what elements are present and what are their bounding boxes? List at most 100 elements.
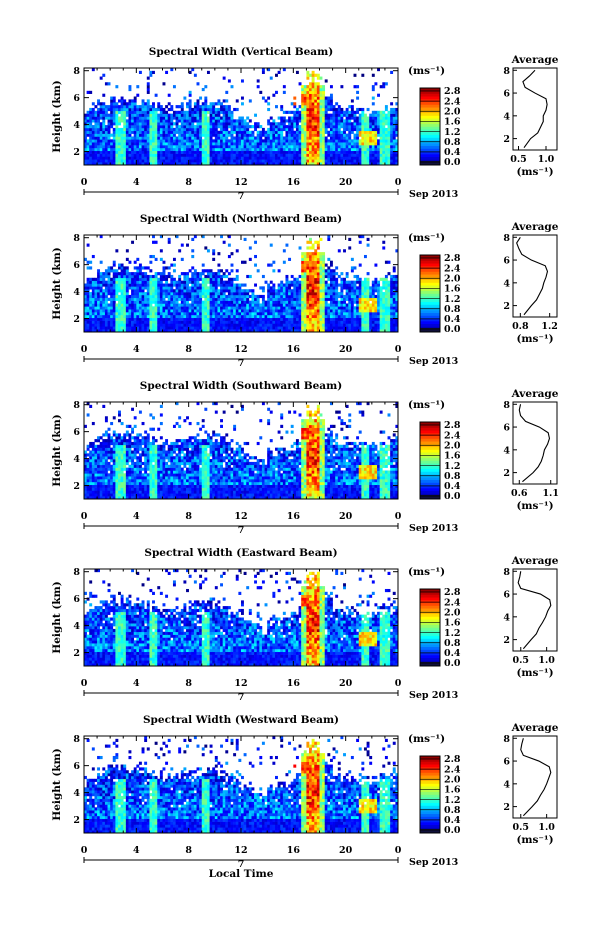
heatmap-cell [141,150,145,154]
heatmap-cell [110,156,114,160]
heatmap-cell [188,156,192,160]
heatmap-cell [254,303,257,307]
heatmap-cell [311,105,315,109]
heatmap-cell [254,156,257,160]
heatmap-cell [248,162,252,166]
heatmap-cell [303,130,307,134]
heatmap-cell [280,300,284,304]
heatmap-cell [269,314,273,319]
heatmap-cell [280,306,284,310]
heatmap-cell [243,289,247,293]
heatmap-cell [314,280,318,284]
heatmap-cell [201,139,205,143]
heatmap-cell [272,147,276,152]
heatmap-cell [322,266,326,270]
heatmap-cell [280,150,284,154]
heatmap-cell [358,286,362,290]
heatmap-cell [118,127,121,132]
heatmap-cell [324,142,328,146]
heatmap-cell [199,96,203,100]
heatmap-cell [384,107,388,112]
heatmap-cell [97,159,100,163]
heatmap-cell [128,306,132,310]
heatmap-cell [361,107,365,112]
heatmap-cell [206,153,210,157]
heatmap-cell [183,292,187,296]
heatmap-cell [206,133,210,137]
heatmap-cell [212,329,216,333]
heatmap-cell [209,272,213,276]
heatmap-cell [343,153,346,157]
heatmap-cell [264,317,268,321]
heatmap-cell [110,283,114,287]
heatmap-cell [141,142,145,146]
heatmap-cell [306,266,310,270]
heatmap-cell [102,102,106,106]
heatmap-cell [309,107,312,112]
heatmap-cell [311,292,315,296]
heatmap-cell [157,122,161,126]
heatmap-cell [329,125,333,129]
heatmap-cell [384,82,388,86]
heatmap-cell [327,326,331,330]
heatmap-cell [295,277,299,281]
heatmap-cell [225,329,229,333]
heatmap-cell [306,99,310,103]
heatmap-cell [322,139,326,143]
heatmap-cell [146,122,150,126]
heatmap-cell [324,96,328,100]
heatmap-cell [384,142,388,146]
heatmap-cell [154,320,158,324]
heatmap-cell [157,294,161,299]
heatmap-cell [159,150,163,154]
panel-1: Spectral Width (Vertical Beam)Height (km… [51,46,559,202]
heatmap-cell [230,130,234,134]
heatmap-cell [94,125,98,129]
heatmap-cell [295,150,299,154]
heatmap-cell [363,277,367,281]
heatmap-cell [311,70,315,74]
heatmap-cell [188,119,192,123]
heatmap-cell [327,116,331,120]
heatmap-cell [214,272,218,276]
heatmap-cell [141,162,145,166]
heatmap-cell [306,263,310,267]
heatmap-cell [225,116,229,120]
heatmap-cell [282,286,286,290]
heatmap-cell [322,110,326,114]
heatmap-cell [149,145,153,149]
heatmap-cell [348,283,352,287]
heatmap-cell [212,320,216,324]
heatmap-cell [235,136,239,140]
heatmap-cell [128,119,132,123]
heatmap-cell [220,320,223,324]
heatmap-cell [390,147,394,152]
heatmap-cell [387,162,391,166]
heatmap-cell [162,139,166,143]
heatmap-cell [159,139,163,143]
heatmap-cell [295,113,299,117]
heatmap-cell [193,125,197,129]
heatmap-cell [172,320,176,324]
heatmap-cell [204,297,208,301]
heatmap-cell [112,136,116,140]
y-tick-label: 2 [73,147,80,158]
heatmap-cell [301,277,305,281]
heatmap-cell [131,326,135,330]
heatmap-cell [152,235,155,239]
heatmap-cell [89,127,93,132]
heatmap-cell [154,156,158,160]
heatmap-cell [193,303,197,307]
heatmap-cell [269,147,273,152]
heatmap-cell [133,314,137,319]
heatmap-cell [217,113,221,117]
heatmap-cell [303,326,307,330]
heatmap-cell [369,142,373,146]
heatmap-cell [322,113,326,117]
heatmap-cell [241,303,244,307]
heatmap-cell [269,162,273,166]
heatmap-cell [309,240,312,244]
heatmap-cell [94,153,98,157]
heatmap-cell [285,306,289,310]
